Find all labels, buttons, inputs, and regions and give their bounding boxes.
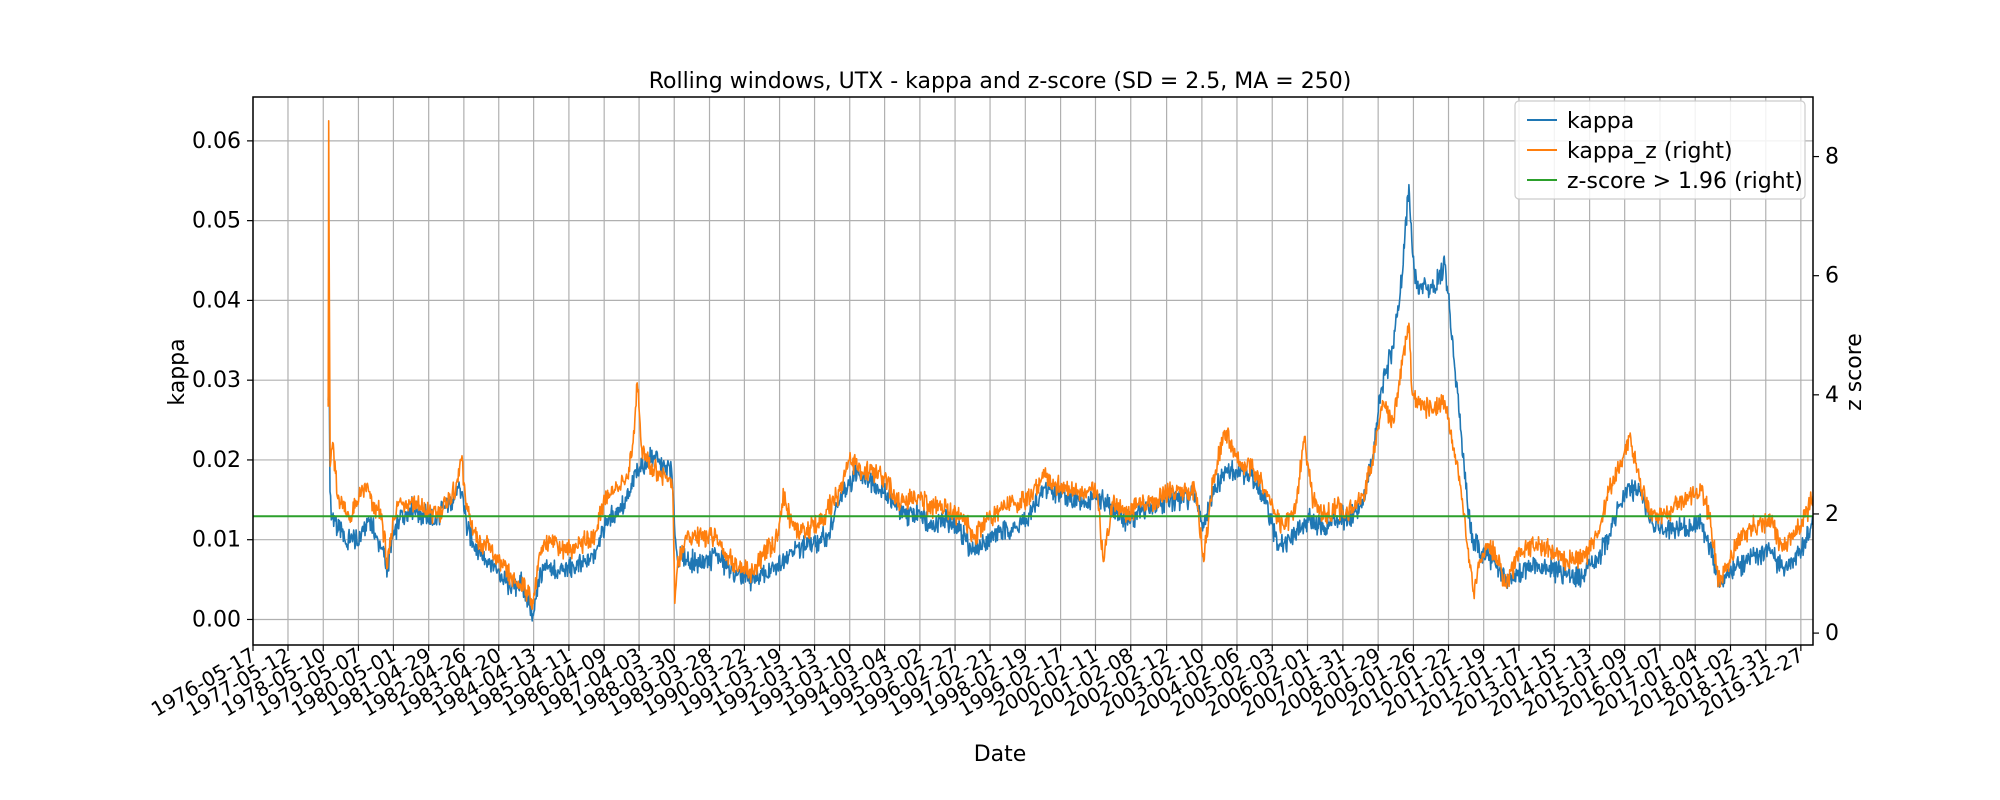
- y-right-tick-label: 4: [1825, 383, 1839, 408]
- y-tick-label: 0.02: [192, 448, 241, 473]
- plot-frame: [252, 96, 1814, 646]
- y-right-tick-label: 8: [1825, 145, 1839, 170]
- ticks: 1976-05-171977-05-121978-05-101979-05-07…: [147, 129, 1839, 722]
- y-right-tick-label: 2: [1825, 502, 1839, 527]
- y-tick-label: 0.05: [192, 209, 241, 234]
- y-tick-label: 0.04: [192, 288, 241, 313]
- legend-label: z-score > 1.96 (right): [1567, 169, 1803, 194]
- chart-title: Rolling windows, UTX - kappa and z-score…: [649, 69, 1352, 94]
- y-right-tick-label: 6: [1825, 264, 1839, 289]
- y-tick-label: 0.00: [192, 607, 241, 632]
- axes: [252, 96, 1814, 646]
- series-line-kappa-z: [327, 120, 1813, 610]
- x-axis-label: Date: [974, 742, 1027, 767]
- y-tick-label: 0.06: [192, 129, 241, 154]
- legend-label: kappa_z (right): [1567, 139, 1733, 164]
- y-tick-label: 0.01: [192, 528, 241, 553]
- y-tick-label: 0.03: [192, 368, 241, 393]
- series-group: [253, 120, 1813, 622]
- y-axis-label-right: z score: [1842, 333, 1867, 411]
- y-right-tick-label: 0: [1825, 621, 1839, 646]
- legend: kappa kappa_z (right) z-score > 1.96 (righ…: [1514, 100, 1806, 200]
- legend-label: kappa: [1567, 109, 1634, 134]
- legend-box: [1514, 100, 1806, 200]
- y-axis-label: kappa: [165, 338, 190, 405]
